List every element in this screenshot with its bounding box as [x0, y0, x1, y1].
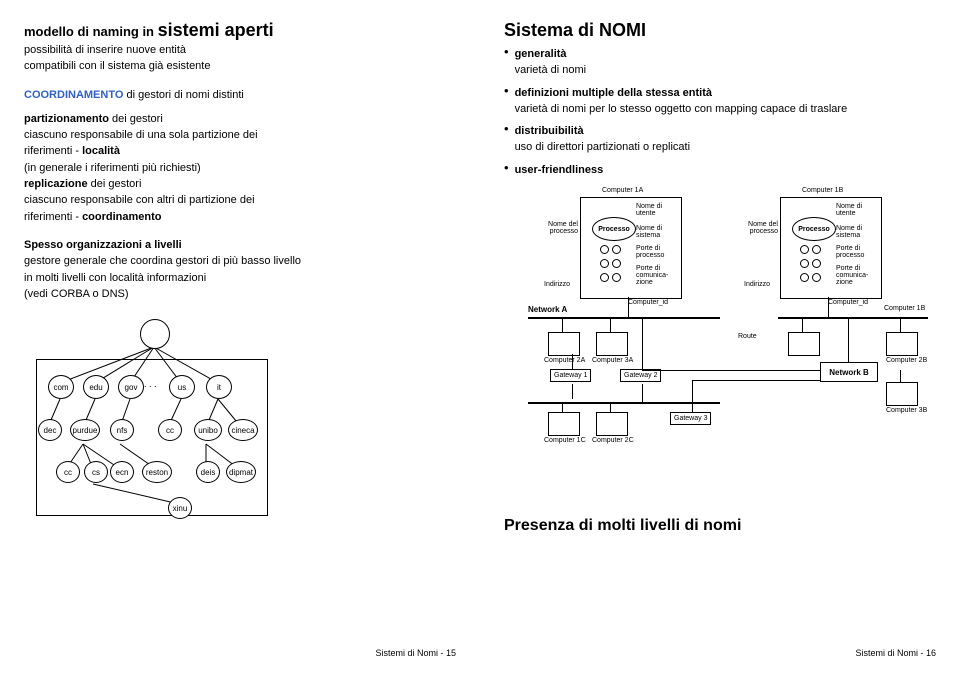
lab-pc2: Porte di comunica-zione [836, 265, 878, 286]
lab-pp2: Porte di processo [836, 245, 876, 259]
lab-ind2: Indirizzo [744, 281, 770, 288]
lab-c2c: Computer 2C [592, 437, 634, 444]
title-a: modello di naming in [24, 24, 158, 39]
lab-c1a: Computer 1A [602, 187, 643, 194]
n-purdue: purdue [70, 419, 100, 441]
sp2: gestore generale che coordina gestori di… [24, 254, 456, 268]
coord-b: di gestori di nomi distinti [123, 89, 243, 101]
n-cc2: cc [56, 461, 80, 483]
lab-c2b: Computer 2B [886, 357, 927, 364]
b3s: uso di direttori partizionati o replicat… [515, 140, 936, 154]
n-edu: edu [83, 375, 109, 399]
n-dec: dec [38, 419, 62, 441]
p1a: partizionamento [24, 113, 109, 125]
p5a: replicazione [24, 178, 88, 190]
netb-box: Network B [820, 362, 878, 382]
lab-nomeproc1: Nome del processo [530, 221, 578, 235]
lab-c1b2: Computer 1B [884, 305, 925, 312]
p7a: riferimenti - [24, 211, 82, 223]
l2: possibilità di inserire nuove entità [24, 43, 456, 57]
lab-nomeproc2: Nome del processo [730, 221, 778, 235]
lab-ut1: Nome di utente [636, 203, 676, 217]
b1s: varietà di nomi [515, 63, 936, 77]
n-deis: deis [196, 461, 220, 483]
n-ecn: ecn [110, 461, 134, 483]
lab-neta: Network A [528, 305, 567, 314]
coord-h: COORDINAMENTO di gestori di nomi distint… [24, 88, 456, 102]
lab-ut2: Nome di utente [836, 203, 876, 217]
p7b: coordinamento [82, 211, 161, 223]
sp3: in molti livelli con località informazio… [24, 271, 456, 285]
lab-pp1: Porte di processo [636, 245, 676, 259]
lab-sis1: Nome di sistema [636, 225, 676, 239]
p7: riferimenti - coordinamento [24, 210, 456, 224]
b4: user-friendliness [515, 163, 936, 177]
n-nfs: nfs [110, 419, 134, 441]
gw3: Gateway 3 [670, 412, 711, 425]
n-dipmat: dipmat [226, 461, 256, 483]
footer-left: Sistemi di Nomi - 15 [375, 648, 456, 658]
p3: riferimenti - località [24, 144, 456, 158]
dots: . . . [144, 379, 157, 389]
tree-diagram: com edu gov . . . us it dec purdue nfs c… [36, 319, 306, 519]
right-title: Sistema di NOMI [504, 20, 936, 41]
n-com: com [48, 375, 74, 399]
p3b: località [82, 145, 120, 157]
coord-a: COORDINAMENTO [24, 89, 123, 101]
lab-cid2: Computer_id [828, 299, 868, 306]
network-diagram: Computer 1A Processo Nome del processo I… [510, 187, 930, 487]
p3a: riferimenti - [24, 145, 82, 157]
n-gov: gov [118, 375, 144, 399]
n-cs: cs [84, 461, 108, 483]
p2: ciascuno responsabile di una sola partiz… [24, 128, 456, 142]
p1: partizionamento dei gestori [24, 112, 456, 126]
page-right: Sistema di NOMI • generalità varietà di … [480, 0, 960, 674]
lab-ind1: Indirizzo [544, 281, 570, 288]
b2: definizioni multiple della stessa entità [515, 86, 936, 100]
p6: ciascuno responsabile con altri di parti… [24, 193, 456, 207]
closing: Presenza di molti livelli di nomi [504, 517, 936, 535]
n-cc: cc [158, 419, 182, 441]
tree-root [140, 319, 170, 349]
left-title: modello di naming in sistemi aperti [24, 20, 456, 41]
lab-c3b: Computer 3B [886, 407, 927, 414]
lab-c1b: Computer 1B [802, 187, 843, 194]
sp1: Spesso organizzazioni a livelli [24, 238, 456, 252]
sp4: (vedi CORBA o DNS) [24, 287, 456, 301]
p4: (in generale i riferimenti più richiesti… [24, 161, 456, 175]
n-us: us [169, 375, 195, 399]
proc2: Processo [792, 217, 836, 241]
lab-c1c: Computer 1C [544, 437, 586, 444]
lab-pc1: Porte di comunica-zione [636, 265, 678, 286]
title-b: sistemi aperti [158, 20, 274, 40]
footer-right: Sistemi di Nomi - 16 [855, 648, 936, 658]
lab-c3a: Computer 3A [592, 357, 633, 364]
l3: compatibili con il sistema già esistente [24, 59, 456, 73]
p5b: dei gestori [88, 178, 142, 190]
n-it: it [206, 375, 232, 399]
proc1: Processo [592, 217, 636, 241]
p5: replicazione dei gestori [24, 177, 456, 191]
n-unibo: unibo [194, 419, 222, 441]
b1: generalità [515, 47, 936, 61]
lab-c2a: Computer 2A [544, 357, 585, 364]
lab-cid1: Computer_id [628, 299, 668, 306]
p1b: dei gestori [109, 113, 163, 125]
page-left: modello di naming in sistemi aperti poss… [0, 0, 480, 674]
gw1: Gateway 1 [550, 369, 591, 382]
n-xinu: xinu [168, 497, 192, 519]
b3: distribuibilità [515, 124, 936, 138]
n-reston: reston [142, 461, 172, 483]
n-cineca: cineca [228, 419, 258, 441]
b2s: varietà di nomi per lo stesso oggetto co… [515, 102, 936, 116]
lab-sis2: Nome di sistema [836, 225, 876, 239]
lab-route: Route [738, 333, 757, 340]
